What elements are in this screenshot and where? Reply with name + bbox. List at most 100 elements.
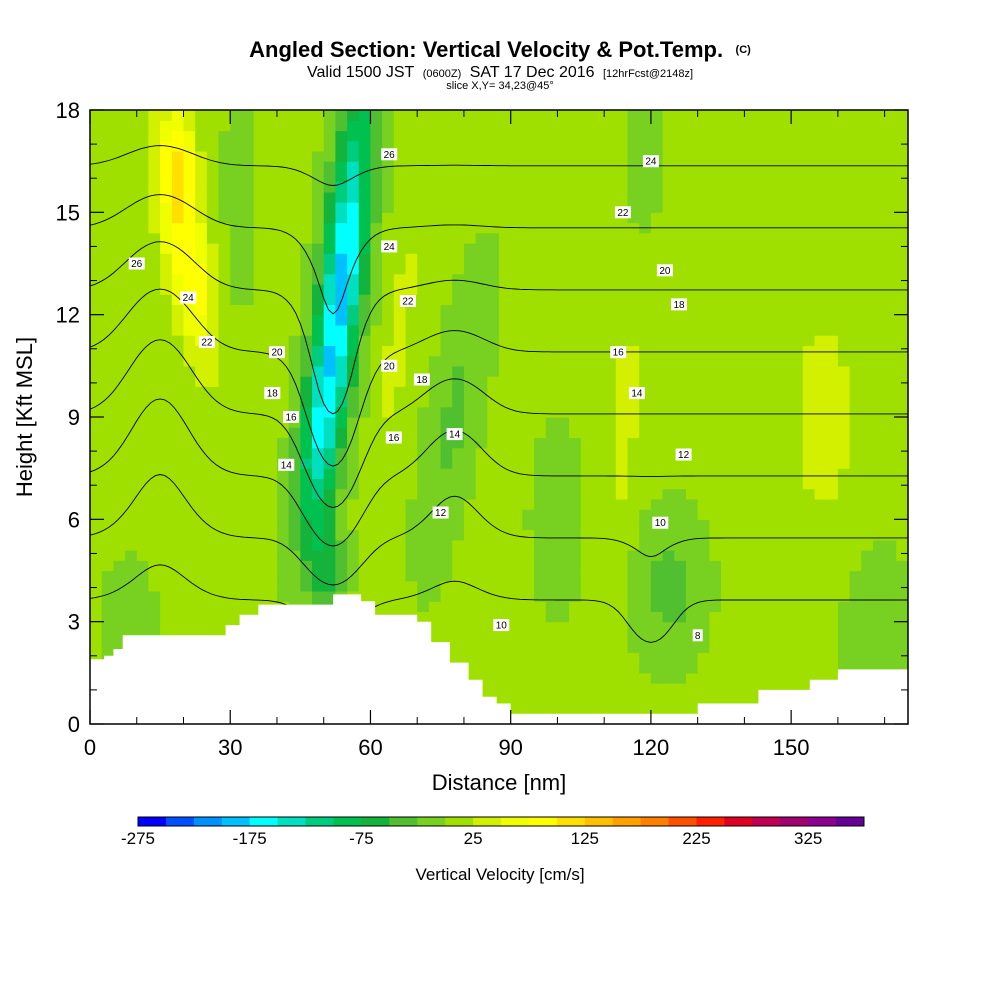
heatmap-cell [323, 365, 336, 377]
heatmap-cell [113, 130, 126, 142]
heatmap-cell [487, 150, 500, 162]
heatmap-cell [230, 253, 243, 265]
heatmap-cell [323, 171, 336, 183]
heatmap-cell [709, 468, 722, 479]
heatmap-cell [756, 171, 769, 183]
heatmap-cell [849, 406, 862, 418]
heatmap-cell [125, 376, 138, 387]
heatmap-cell [779, 130, 792, 142]
heatmap-cell [393, 243, 407, 254]
heatmap-cell [382, 529, 395, 541]
heatmap-cell [405, 110, 418, 121]
heatmap-cell [218, 243, 231, 254]
heatmap-cell [756, 263, 769, 275]
heatmap-cell [721, 355, 734, 367]
heatmap-cell [861, 406, 874, 418]
heatmap-cell [428, 304, 442, 316]
heatmap-cell [405, 468, 418, 479]
heatmap-cell [393, 509, 407, 520]
heatmap-cell [826, 652, 839, 664]
heatmap-cell [650, 468, 664, 479]
heatmap-cell [849, 273, 862, 285]
heatmap-cell [674, 498, 687, 510]
heatmap-cell [288, 171, 301, 183]
colorbar-swatch [473, 817, 502, 826]
heatmap-cell [685, 590, 699, 602]
heatmap-cell [312, 181, 325, 193]
heatmap-cell [487, 683, 500, 694]
heatmap-cell [241, 150, 255, 162]
heatmap-cell [779, 560, 792, 572]
heatmap-cell [136, 365, 150, 377]
heatmap-cell [662, 232, 675, 244]
heatmap-cell [417, 304, 430, 316]
heatmap-cell [405, 509, 418, 520]
heatmap-cell [347, 580, 360, 592]
heatmap-cell [674, 120, 687, 132]
heatmap-cell [779, 672, 792, 684]
heatmap-cell [802, 417, 816, 428]
heatmap-cell [791, 498, 804, 510]
heatmap-cell [779, 171, 792, 183]
heatmap-cell [428, 140, 442, 152]
heatmap-cell [837, 478, 851, 490]
heatmap-cell [814, 294, 827, 306]
heatmap-cell [195, 212, 208, 224]
heatmap-cell [183, 601, 196, 613]
heatmap-cell [522, 110, 535, 121]
heatmap-cell [405, 539, 418, 551]
heatmap-cell [732, 335, 745, 346]
heatmap-cell [534, 355, 547, 367]
heatmap-cell [323, 488, 336, 500]
heatmap-cell [288, 386, 301, 398]
heatmap-cell [674, 110, 687, 121]
heatmap-cell [685, 396, 699, 408]
heatmap-cell [627, 202, 640, 213]
heatmap-cell [872, 631, 886, 643]
heatmap-cell [276, 509, 290, 520]
heatmap-cell [382, 120, 395, 132]
heatmap-cell [183, 580, 196, 592]
heatmap-cell [510, 488, 523, 500]
heatmap-cell [557, 181, 570, 193]
heatmap-cell [884, 345, 897, 357]
heatmap-cell [896, 304, 908, 316]
heatmap-cell [767, 294, 781, 306]
heatmap-cell [627, 335, 640, 346]
heatmap-cell [288, 570, 301, 582]
heatmap-cell [499, 529, 512, 541]
heatmap-cell [136, 355, 150, 367]
heatmap-cell [463, 150, 477, 162]
heatmap-cell [253, 243, 266, 254]
heatmap-cell [347, 468, 360, 479]
heatmap-cell [253, 488, 266, 500]
heatmap-cell [405, 580, 418, 592]
heatmap-cell [756, 406, 769, 418]
heatmap-cell [136, 140, 150, 152]
heatmap-cell [218, 488, 231, 500]
heatmap-cell [569, 560, 582, 572]
heatmap-cell [218, 304, 231, 316]
heatmap-cell [148, 263, 161, 275]
heatmap-cell [650, 529, 664, 541]
heatmap-cell [767, 263, 781, 275]
heatmap-cell [312, 130, 325, 142]
heatmap-cell [452, 631, 465, 643]
heatmap-cell [241, 365, 255, 377]
heatmap-cell [744, 611, 757, 623]
heatmap-cell [861, 468, 874, 479]
heatmap-cell [779, 140, 792, 152]
heatmap-cell [510, 386, 523, 398]
heatmap-cell [697, 396, 710, 408]
heatmap-cell [837, 345, 851, 357]
heatmap-cell [312, 140, 325, 152]
heatmap-cell [300, 396, 313, 408]
heatmap-cell [569, 283, 582, 295]
heatmap-cell [125, 580, 138, 592]
heatmap-cell [767, 519, 781, 531]
contour-label: 8 [692, 629, 703, 642]
heatmap-cell [440, 570, 453, 582]
heatmap-cell [335, 253, 348, 265]
heatmap-cell [148, 621, 161, 633]
heatmap-cell [347, 570, 360, 582]
